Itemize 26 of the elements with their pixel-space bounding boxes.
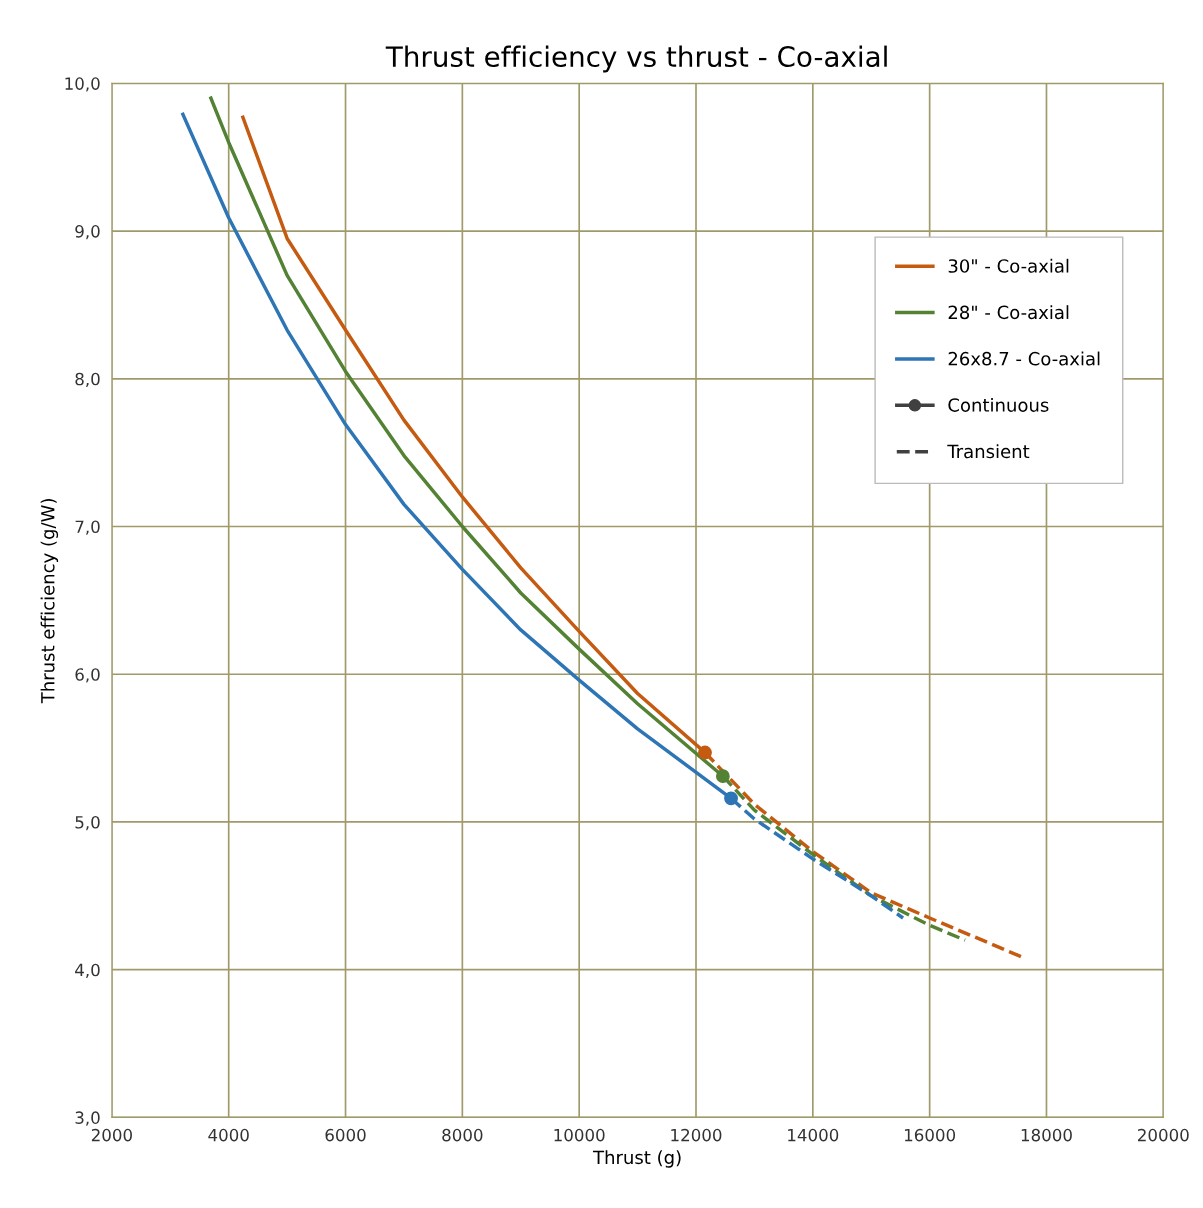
y-tick-label: 6,0 [75, 668, 100, 683]
y-tick-label: 5,0 [75, 815, 100, 831]
x-tick-label: 12000 [671, 1128, 722, 1142]
y-tick-label: 10,0 [65, 77, 100, 92]
y-tick-label: 7,0 [75, 520, 100, 535]
y-tick-label: 4,0 [75, 963, 100, 978]
x-tick-label: 14000 [788, 1128, 839, 1142]
chart-title: Thrust efficiency vs thrust - Co-axial [385, 45, 887, 73]
x-tick-label: 20000 [1138, 1128, 1189, 1142]
x-tick-label: 2000 [91, 1128, 132, 1142]
x-tick-label: 8000 [442, 1128, 483, 1142]
x-tick-label: 6000 [325, 1128, 366, 1142]
y-axis-title: Thrust efficiency (g/W) [40, 499, 59, 704]
x-tick-label: 16000 [904, 1128, 956, 1142]
legend-label: 26x8.7 - Co-axial [948, 351, 1100, 366]
x-tick-label: 10000 [554, 1128, 605, 1142]
y-tick-label: 3,0 [75, 1111, 100, 1126]
x-tick-label: 4000 [208, 1128, 249, 1142]
y-tick-label: 8,0 [75, 372, 100, 388]
legend-label: Continuous [948, 397, 1049, 412]
x-tick-label: 18000 [1021, 1128, 1072, 1142]
y-tick-label: 9,0 [75, 225, 100, 240]
x-axis-title: Thrust (g) [592, 1150, 681, 1168]
legend-label: 30" - Co-axial [948, 258, 1069, 273]
legend-label: Transient [947, 444, 1030, 459]
legend-label: 28" - Co-axial [948, 305, 1069, 320]
